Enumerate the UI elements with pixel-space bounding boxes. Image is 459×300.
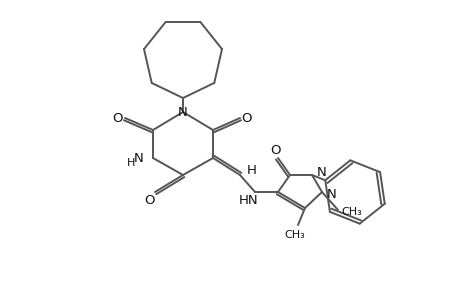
Text: CH₃: CH₃ <box>284 230 305 240</box>
Text: N: N <box>326 188 336 200</box>
Text: N: N <box>316 167 326 179</box>
Text: H: H <box>127 158 135 168</box>
Text: HN: HN <box>239 194 258 206</box>
Text: CH₃: CH₃ <box>341 207 362 217</box>
Text: N: N <box>178 106 187 118</box>
Text: O: O <box>270 143 280 157</box>
Text: H: H <box>246 164 257 176</box>
Text: O: O <box>112 112 123 124</box>
Text: O: O <box>145 194 155 206</box>
Text: O: O <box>241 112 252 124</box>
Text: N: N <box>134 152 144 164</box>
